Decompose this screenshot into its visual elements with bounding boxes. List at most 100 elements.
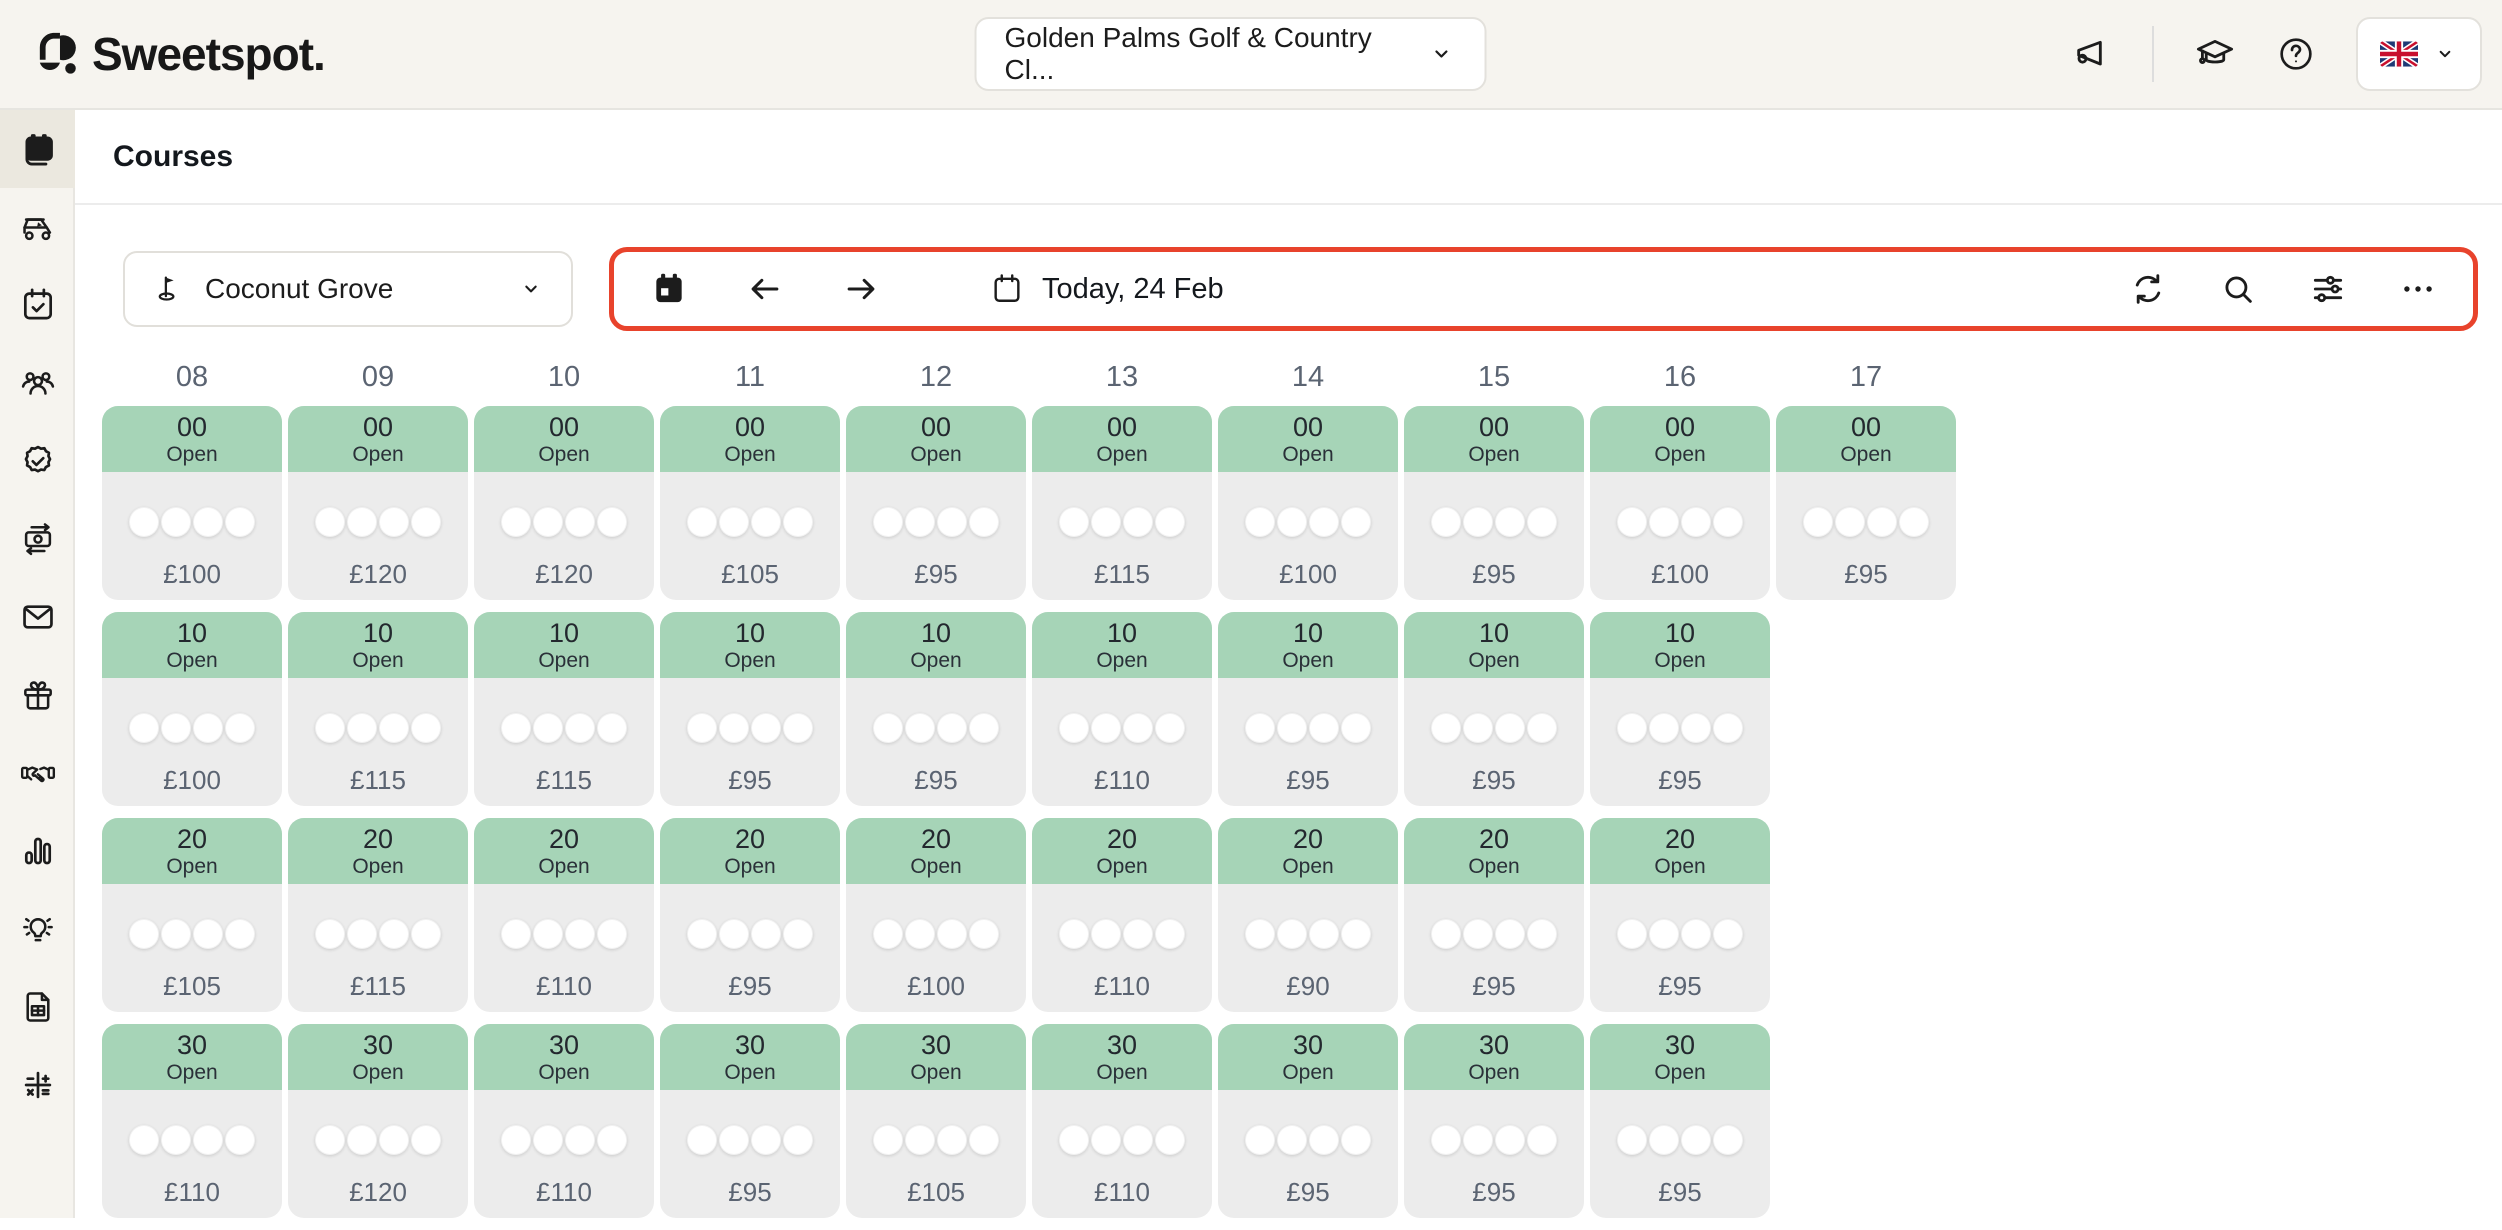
- tee-time-slot[interactable]: 30 Open £110: [474, 1024, 654, 1218]
- sidebar-item-vouchers[interactable]: [0, 656, 75, 734]
- tee-time-slot[interactable]: 20 Open £95: [1404, 818, 1584, 1012]
- player-slot[interactable]: [565, 507, 595, 537]
- player-slot[interactable]: [1527, 1125, 1557, 1155]
- club-selector-dropdown[interactable]: Golden Palms Golf & Country Cl...: [974, 17, 1487, 91]
- player-slot[interactable]: [1059, 919, 1089, 949]
- calendar-picker-button[interactable]: [650, 270, 688, 308]
- player-slot[interactable]: [969, 1125, 999, 1155]
- player-slot[interactable]: [1463, 1125, 1493, 1155]
- player-slot[interactable]: [1495, 1125, 1525, 1155]
- tee-time-slot[interactable]: 10 Open £95: [1404, 612, 1584, 806]
- tee-time-slot[interactable]: 10 Open £115: [474, 612, 654, 806]
- player-slot[interactable]: [1649, 919, 1679, 949]
- player-slot[interactable]: [1713, 919, 1743, 949]
- player-slot[interactable]: [347, 1125, 377, 1155]
- player-slot[interactable]: [225, 919, 255, 949]
- sidebar-item-accounting[interactable]: [0, 1046, 75, 1124]
- tee-time-slot[interactable]: 10 Open £110: [1032, 612, 1212, 806]
- language-selector[interactable]: [2356, 17, 2482, 91]
- player-slot[interactable]: [533, 713, 563, 743]
- sidebar-item-memberships[interactable]: [0, 422, 75, 500]
- player-slot[interactable]: [1649, 1125, 1679, 1155]
- player-slot[interactable]: [687, 507, 717, 537]
- player-slot[interactable]: [719, 507, 749, 537]
- player-slot[interactable]: [969, 507, 999, 537]
- player-slot[interactable]: [873, 713, 903, 743]
- player-slot[interactable]: [1617, 507, 1647, 537]
- player-slot[interactable]: [225, 1125, 255, 1155]
- player-slot[interactable]: [1277, 713, 1307, 743]
- player-slot[interactable]: [347, 919, 377, 949]
- player-slot[interactable]: [411, 713, 441, 743]
- player-slot[interactable]: [565, 713, 595, 743]
- player-slot[interactable]: [1091, 713, 1121, 743]
- player-slot[interactable]: [1713, 1125, 1743, 1155]
- player-slot[interactable]: [1309, 713, 1339, 743]
- player-slot[interactable]: [969, 713, 999, 743]
- player-slot[interactable]: [1495, 507, 1525, 537]
- player-slot[interactable]: [597, 1125, 627, 1155]
- tee-time-slot[interactable]: 30 Open £120: [288, 1024, 468, 1218]
- player-slot[interactable]: [687, 919, 717, 949]
- sidebar-item-statistics[interactable]: [0, 812, 75, 890]
- player-slot[interactable]: [501, 919, 531, 949]
- player-slot[interactable]: [1527, 713, 1557, 743]
- player-slot[interactable]: [1309, 919, 1339, 949]
- player-slot[interactable]: [1341, 507, 1371, 537]
- education-button[interactable]: [2194, 33, 2236, 75]
- player-slot[interactable]: [1681, 713, 1711, 743]
- player-slot[interactable]: [315, 919, 345, 949]
- sidebar-item-golf-carts[interactable]: [0, 188, 75, 266]
- sidebar-item-bookings[interactable]: [0, 266, 75, 344]
- tee-time-slot[interactable]: 30 Open £95: [1590, 1024, 1770, 1218]
- player-slot[interactable]: [565, 919, 595, 949]
- tee-time-slot[interactable]: 10 Open £95: [846, 612, 1026, 806]
- player-slot[interactable]: [411, 1125, 441, 1155]
- player-slot[interactable]: [905, 919, 935, 949]
- player-slot[interactable]: [1341, 713, 1371, 743]
- player-slot[interactable]: [1495, 919, 1525, 949]
- tee-time-slot[interactable]: 00 Open £105: [660, 406, 840, 600]
- player-slot[interactable]: [1617, 919, 1647, 949]
- player-slot[interactable]: [347, 713, 377, 743]
- player-slot[interactable]: [1155, 713, 1185, 743]
- player-slot[interactable]: [783, 919, 813, 949]
- player-slot[interactable]: [161, 919, 191, 949]
- player-slot[interactable]: [379, 919, 409, 949]
- tee-time-slot[interactable]: 10 Open £115: [288, 612, 468, 806]
- sidebar-item-partnerships[interactable]: [0, 734, 75, 812]
- player-slot[interactable]: [1867, 507, 1897, 537]
- tee-time-slot[interactable]: 00 Open £95: [1776, 406, 1956, 600]
- player-slot[interactable]: [315, 507, 345, 537]
- sidebar-item-reports[interactable]: [0, 968, 75, 1046]
- player-slot[interactable]: [873, 1125, 903, 1155]
- player-slot[interactable]: [1681, 507, 1711, 537]
- course-selector-dropdown[interactable]: Coconut Grove: [123, 251, 573, 327]
- player-slot[interactable]: [1341, 919, 1371, 949]
- tee-time-slot[interactable]: 00 Open £120: [474, 406, 654, 600]
- tee-time-slot[interactable]: 20 Open £90: [1218, 818, 1398, 1012]
- player-slot[interactable]: [969, 919, 999, 949]
- player-slot[interactable]: [905, 713, 935, 743]
- tee-time-slot[interactable]: 30 Open £105: [846, 1024, 1026, 1218]
- player-slot[interactable]: [1649, 507, 1679, 537]
- player-slot[interactable]: [1803, 507, 1833, 537]
- player-slot[interactable]: [129, 713, 159, 743]
- tee-time-slot[interactable]: 10 Open £95: [660, 612, 840, 806]
- player-slot[interactable]: [937, 507, 967, 537]
- player-slot[interactable]: [1091, 919, 1121, 949]
- player-slot[interactable]: [719, 1125, 749, 1155]
- player-slot[interactable]: [1495, 713, 1525, 743]
- player-slot[interactable]: [501, 507, 531, 537]
- more-options-button[interactable]: [2399, 270, 2437, 308]
- player-slot[interactable]: [315, 713, 345, 743]
- player-slot[interactable]: [905, 1125, 935, 1155]
- player-slot[interactable]: [1245, 713, 1275, 743]
- filters-button[interactable]: [2309, 270, 2347, 308]
- player-slot[interactable]: [783, 713, 813, 743]
- tee-time-slot[interactable]: 00 Open £95: [1404, 406, 1584, 600]
- player-slot[interactable]: [533, 919, 563, 949]
- player-slot[interactable]: [1123, 919, 1153, 949]
- player-slot[interactable]: [129, 1125, 159, 1155]
- player-slot[interactable]: [1309, 1125, 1339, 1155]
